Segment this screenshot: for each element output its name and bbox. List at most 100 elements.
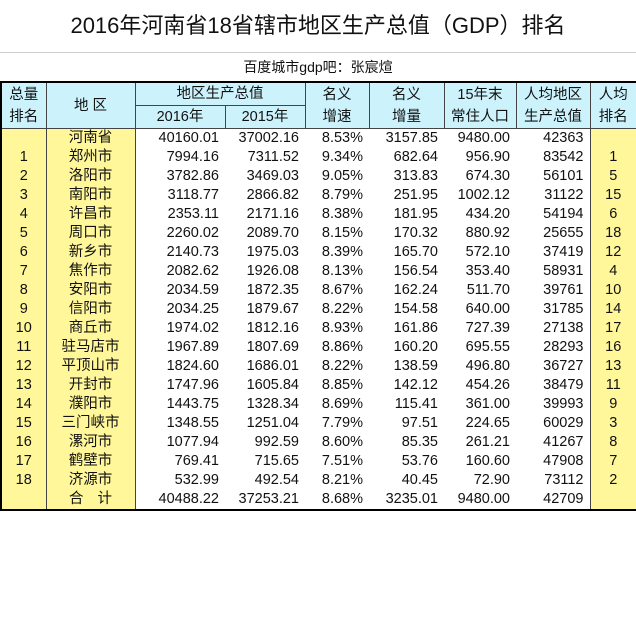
gdp-2016-cell: 1974.02 [135,319,225,338]
header-population: 15年末 常住人口 [443,81,517,129]
region-cell: 焦作市 [46,262,136,281]
growth-cell: 8.93% [305,319,369,338]
population-cell: 956.90 [444,148,516,167]
table-row: 4 许昌市 2353.11 2171.16 8.38% 181.95 434.20 54194… [1,205,636,224]
population-cell: 640.00 [444,300,516,319]
population-cell: 674.30 [444,167,516,186]
growth-cell: 8.21% [305,471,369,490]
table-row: 1 郑州市 7994.16 7311.52 9.34% 682.64 956.90 83542… [1,148,636,167]
gdp-2015-cell: 2866.82 [225,186,305,205]
region-cell: 南阳市 [46,186,136,205]
growth-cell: 8.79% [305,186,369,205]
gdp-ranking-table: 总量 排名 地 区 地区生产总值 名义 增速 名义 增量 15年末 常住人口 人均地区生… [0,81,636,511]
region-cell: 郑州市 [46,148,136,167]
table-row: 15 三门峡市 1348.55 1251.04 7.79% 97.51 224.65 6002… [1,414,636,433]
gdp-2016-cell: 1443.75 [135,395,225,414]
growth-cell: 8.15% [305,224,369,243]
per-capita-rank-cell [589,128,636,148]
table-row: 18 济源市 532.99 492.54 8.21% 40.45 72.90 73112 2 [1,471,636,490]
growth-cell: 7.79% [305,414,369,433]
per-capita-rank-cell: 4 [589,262,636,281]
gdp-2015-cell: 2171.16 [225,205,305,224]
subtitle: 百度城市gdp吧：张宸煊 [243,59,393,75]
table-row: 8 安阳市 2034.59 1872.35 8.67% 162.24 511.70 39761… [1,281,636,300]
per-capita-rank-cell: 11 [589,376,636,395]
total-rank-cell: 4 [1,205,47,224]
per-capita-rank-cell: 15 [589,186,636,205]
region-cell: 安阳市 [46,281,136,300]
per-capita-cell: 25655 [516,224,590,243]
header-region: 地 区 [45,81,136,129]
increase-cell: 181.95 [369,205,444,224]
region-cell: 濮阳市 [46,395,136,414]
population-cell: 434.20 [444,205,516,224]
growth-cell: 8.38% [305,205,369,224]
region-cell: 驻马店市 [46,338,136,357]
gdp-2016-cell: 40160.01 [135,128,225,148]
table-row: 3 南阳市 3118.77 2866.82 8.79% 251.95 1002.12 3112… [1,186,636,205]
population-cell: 496.80 [444,357,516,376]
region-cell: 济源市 [46,471,136,490]
per-capita-cell: 42709 [516,490,590,510]
growth-cell: 8.22% [305,357,369,376]
per-capita-cell: 39761 [516,281,590,300]
region-cell: 鹤壁市 [46,452,136,471]
total-rank-cell: 1 [1,148,47,167]
gdp-2015-cell: 492.54 [225,471,305,490]
table-row: 14 濮阳市 1443.75 1328.34 8.69% 115.41 361.00 3999… [1,395,636,414]
increase-cell: 161.86 [369,319,444,338]
gdp-2015-cell: 1807.69 [225,338,305,357]
per-capita-rank-cell: 12 [589,243,636,262]
gdp-2016-cell: 1967.89 [135,338,225,357]
region-cell: 平顶山市 [46,357,136,376]
region-cell: 新乡市 [46,243,136,262]
header-gdp-2015: 2015年 [224,105,306,129]
table-row: 16 漯河市 1077.94 992.59 8.60% 85.35 261.21 41267 8 [1,433,636,452]
table-row: 10 商丘市 1974.02 1812.16 8.93% 161.86 727.39 2713… [1,319,636,338]
total-rank-cell [1,490,47,510]
per-capita-rank-cell: 13 [589,357,636,376]
region-cell: 商丘市 [46,319,136,338]
per-capita-cell: 28293 [516,338,590,357]
total-rank-cell: 18 [1,471,47,490]
growth-cell: 8.85% [305,376,369,395]
region-cell: 信阳市 [46,300,136,319]
region-cell: 合计 [46,490,136,510]
per-capita-rank-cell: 1 [589,148,636,167]
growth-cell: 8.13% [305,262,369,281]
gdp-2016-cell: 1077.94 [135,433,225,452]
header-per-capita: 人均地区 生产总值 [515,81,591,129]
table-row: 7 焦作市 2082.62 1926.08 8.13% 156.54 353.40 58931… [1,262,636,281]
population-cell: 454.26 [444,376,516,395]
increase-cell: 3235.01 [369,490,444,510]
gdp-2015-cell: 992.59 [225,433,305,452]
table-row: 12 平顶山市 1824.60 1686.01 8.22% 138.59 496.80 367… [1,357,636,376]
population-cell: 1002.12 [444,186,516,205]
population-cell: 9480.00 [444,490,516,510]
increase-cell: 156.54 [369,262,444,281]
per-capita-cell: 27138 [516,319,590,338]
per-capita-rank-cell [589,490,636,510]
header-per-capita-rank: 人均 排名 [589,81,636,129]
gdp-2015-cell: 1872.35 [225,281,305,300]
per-capita-cell: 73112 [516,471,590,490]
total-rank-cell: 2 [1,167,47,186]
total-rank-cell: 7 [1,262,47,281]
table-row: 9 信阳市 2034.25 1879.67 8.22% 154.58 640.00 31785… [1,300,636,319]
gdp-2015-cell: 715.65 [225,452,305,471]
total-rank-cell: 16 [1,433,47,452]
per-capita-cell: 58931 [516,262,590,281]
region-cell: 三门峡市 [46,414,136,433]
increase-cell: 142.12 [369,376,444,395]
per-capita-rank-cell: 14 [589,300,636,319]
increase-cell: 154.58 [369,300,444,319]
region-cell: 许昌市 [46,205,136,224]
table-body: 河南省 40160.01 37002.16 8.53% 3157.85 9480.00 42… [1,128,636,510]
per-capita-cell: 31785 [516,300,590,319]
population-cell: 72.90 [444,471,516,490]
population-cell: 224.65 [444,414,516,433]
growth-cell: 8.69% [305,395,369,414]
increase-cell: 682.64 [369,148,444,167]
increase-cell: 53.76 [369,452,444,471]
population-cell: 261.21 [444,433,516,452]
